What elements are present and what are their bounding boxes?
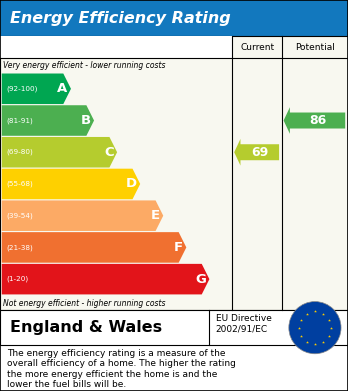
Text: G: G [195, 273, 206, 286]
Text: England & Wales: England & Wales [10, 320, 163, 335]
Text: Energy Efficiency Rating: Energy Efficiency Rating [10, 11, 231, 26]
Bar [0, 0, 348, 36]
Text: D: D [126, 178, 137, 190]
Text: EU Directive
2002/91/EC: EU Directive 2002/91/EC [216, 314, 272, 334]
Text: Very energy efficient - lower running costs: Very energy efficient - lower running co… [3, 61, 166, 70]
Polygon shape [2, 201, 163, 231]
Text: Potential: Potential [295, 43, 335, 52]
Polygon shape [284, 107, 345, 134]
Text: B: B [80, 114, 90, 127]
Text: A: A [57, 82, 68, 95]
Text: (39-54): (39-54) [6, 212, 33, 219]
Text: (1-20): (1-20) [6, 276, 29, 282]
Text: C: C [104, 146, 113, 159]
Text: 69: 69 [251, 146, 268, 159]
Polygon shape [234, 139, 279, 165]
Polygon shape [2, 264, 209, 294]
Text: (55-68): (55-68) [6, 181, 33, 187]
Ellipse shape [289, 301, 341, 354]
Polygon shape [2, 232, 186, 263]
Bar [0, 310, 348, 345]
Text: Current: Current [240, 43, 274, 52]
Text: The energy efficiency rating is a measure of the
overall efficiency of a home. T: The energy efficiency rating is a measur… [7, 349, 236, 389]
Text: (92-100): (92-100) [6, 86, 38, 92]
Text: 86: 86 [309, 114, 326, 127]
Polygon shape [2, 105, 94, 136]
Text: F: F [174, 241, 183, 254]
Polygon shape [2, 74, 71, 104]
Polygon shape [2, 169, 140, 199]
Bar [0, 36, 348, 310]
Text: Not energy efficient - higher running costs: Not energy efficient - higher running co… [3, 298, 166, 308]
Bar [0, 36, 232, 58]
Polygon shape [2, 137, 117, 167]
Text: (69-80): (69-80) [6, 149, 33, 156]
Text: E: E [151, 209, 160, 222]
Text: (21-38): (21-38) [6, 244, 33, 251]
Text: (81-91): (81-91) [6, 117, 33, 124]
